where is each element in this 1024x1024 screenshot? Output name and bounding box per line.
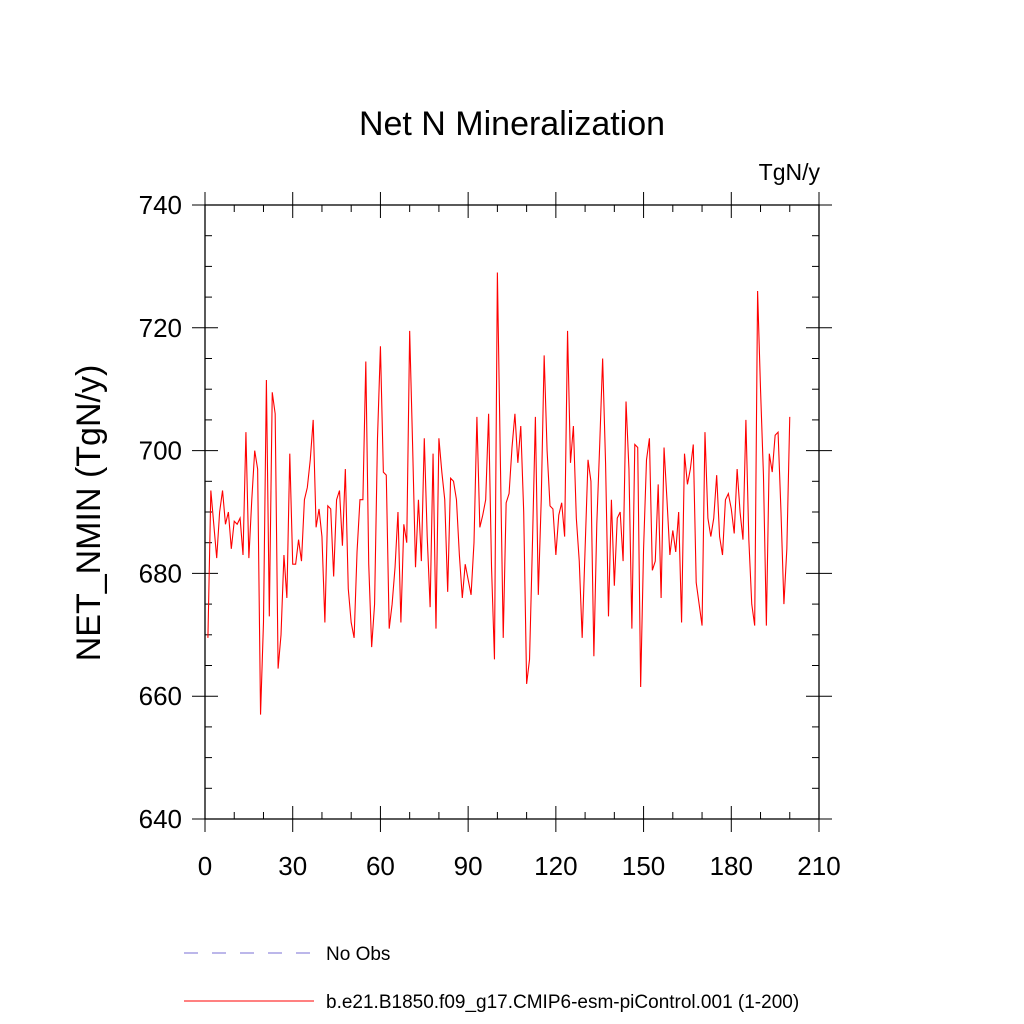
legend: No Obs b.e21.B1850.f09_g17.CMIP6-esm-piC…: [184, 944, 799, 1013]
minor-ticks: [205, 205, 819, 819]
x-tick-label: 0: [198, 851, 212, 881]
y-tick-label: 700: [139, 436, 182, 466]
x-tick-label: 210: [797, 851, 840, 881]
x-tick-label: 90: [454, 851, 483, 881]
major-ticks: [192, 192, 832, 832]
y-tick-label: 660: [139, 681, 182, 711]
y-tick-label: 740: [139, 190, 182, 220]
units-label: TgN/y: [759, 159, 821, 185]
x-tick-label: 60: [366, 851, 395, 881]
x-tick-labels: 0 30 60 90 120 150 180 210: [198, 851, 841, 881]
x-tick-label: 180: [710, 851, 753, 881]
y-tick-label: 680: [139, 558, 182, 588]
x-tick-label: 30: [278, 851, 307, 881]
legend-label-series: b.e21.B1850.f09_g17.CMIP6-esm-piControl.…: [326, 992, 799, 1013]
y-axis-label: NET_NMIN (TgN/y): [70, 365, 108, 662]
x-tick-label: 150: [622, 851, 665, 881]
y-tick-label: 720: [139, 313, 182, 343]
chart-title: Net N Mineralization: [359, 105, 665, 143]
y-tick-labels: 640 660 680 700 720 740: [139, 190, 182, 834]
y-tick-label: 640: [139, 804, 182, 834]
plot-frame: [204, 204, 820, 820]
x-tick-label: 120: [534, 851, 577, 881]
series-line: [207, 272, 791, 715]
legend-label-no-obs: No Obs: [326, 944, 390, 965]
